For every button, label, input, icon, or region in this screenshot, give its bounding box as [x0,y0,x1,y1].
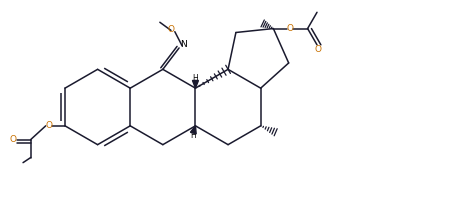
Text: O: O [314,45,321,54]
Text: H: H [192,74,198,83]
Text: O: O [45,121,52,130]
Text: H: H [190,131,196,140]
Text: O: O [285,24,293,33]
Text: O: O [9,135,16,144]
Text: O: O [167,25,174,34]
Polygon shape [192,80,198,88]
Polygon shape [190,126,196,134]
Text: N: N [179,40,186,49]
